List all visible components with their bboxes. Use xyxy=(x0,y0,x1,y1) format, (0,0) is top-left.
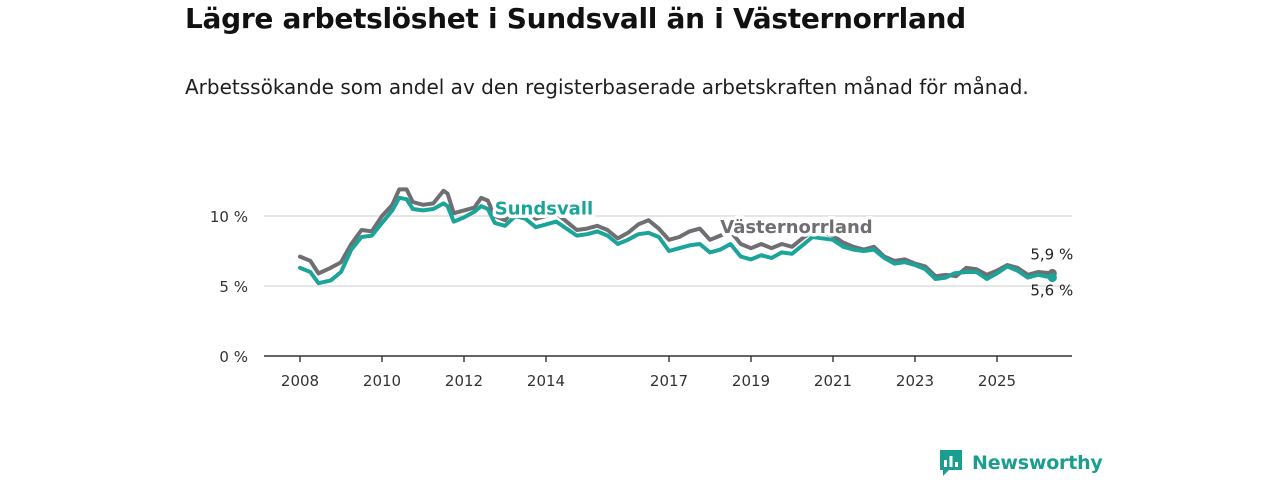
end-value-label-västernorrland: 5,9 % xyxy=(1030,245,1073,263)
y-tick-label-10: 10 % xyxy=(210,208,248,226)
newsworthy-chart-logo-icon xyxy=(940,450,962,476)
x-tick-label-2012: 2012 xyxy=(445,372,483,390)
x-tick-label-2019: 2019 xyxy=(732,372,770,390)
x-tick-label-2023: 2023 xyxy=(896,372,934,390)
y-tick-label-5: 5 % xyxy=(219,278,248,296)
brand-name: Newsworthy xyxy=(972,452,1103,474)
end-point-sundsvall xyxy=(1047,273,1057,283)
gridlines xyxy=(264,215,1072,287)
x-axis: 2008 2010 2012 2014 2017 2019 2021 2023 2025 xyxy=(264,355,1072,390)
end-value-label-sundsvall: 5,6 % xyxy=(1030,282,1073,300)
x-tick-label-2010: 2010 xyxy=(363,372,401,390)
series-line-sundsvall xyxy=(298,195,1055,286)
x-tick-label-2025: 2025 xyxy=(978,372,1016,390)
series-label-västernorrland: Västernorrland xyxy=(720,217,872,238)
series-label-halo-västernorrland: Västernorrland xyxy=(720,217,872,238)
series-lines xyxy=(298,187,1057,286)
x-tick-label-2008: 2008 xyxy=(281,372,319,390)
chart-title: Lägre arbetslöshet i Sundsvall än i Väst… xyxy=(185,2,966,35)
brand-logo[interactable]: Newsworthy xyxy=(938,448,1103,478)
x-tick-label-2021: 2021 xyxy=(814,372,852,390)
x-tick-label-2017: 2017 xyxy=(650,372,688,390)
y-axis-ticks: 0 % 5 % 10 % xyxy=(210,208,248,366)
series-label-halo-sundsvall: Sundsvall xyxy=(495,199,593,220)
chart-subtitle: Arbetssökande som andel av den registerb… xyxy=(185,75,1029,99)
y-tick-label-0: 0 % xyxy=(219,348,248,366)
x-tick-label-2014: 2014 xyxy=(527,372,565,390)
series-label-sundsvall: Sundsvall xyxy=(495,199,593,220)
series-line-västernorrland xyxy=(298,187,1055,279)
series-labels: VästernorrlandVästernorrlandSundsvallSun… xyxy=(491,195,1073,300)
